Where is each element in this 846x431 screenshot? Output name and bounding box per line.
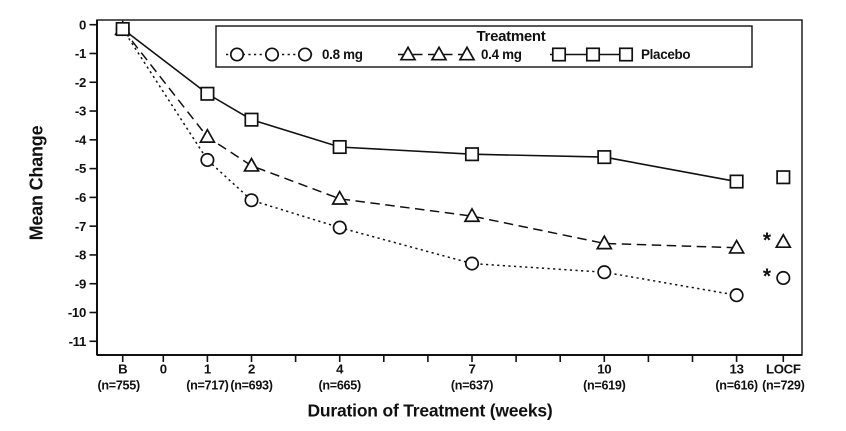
data-point-marker xyxy=(115,21,130,37)
legend-marker xyxy=(264,47,280,62)
y-tick-label: -8 xyxy=(75,248,86,263)
locf-marker xyxy=(776,170,791,185)
x-n-label: (n=693) xyxy=(230,379,272,393)
legend-title: Treatment xyxy=(477,28,546,45)
data-point-marker xyxy=(244,193,259,208)
data-point-marker xyxy=(729,174,744,189)
data-point-marker xyxy=(729,288,744,303)
y-tick-label: -7 xyxy=(75,219,86,234)
y-tick-label: -4 xyxy=(75,132,87,147)
x-tick-label: 4 xyxy=(336,362,344,377)
legend-entry-0.8-mg: 0.8 mg xyxy=(226,47,363,62)
legend-entry-label: Placebo xyxy=(641,47,690,62)
y-axis: 0 -1 -2 -3 -4 -5 -6 -7 -8 -9 -10 -11 xyxy=(68,17,97,349)
x-n-label: (n=616) xyxy=(715,379,757,393)
data-point-marker xyxy=(198,128,216,143)
significance-asterisk: * xyxy=(763,229,772,252)
y-tick-label: -11 xyxy=(69,334,86,349)
data-point-marker xyxy=(200,152,215,168)
x-tick-label: 1 xyxy=(204,362,211,377)
x-n-label: (n=729) xyxy=(762,379,804,393)
x-tick-label: 0 xyxy=(160,362,167,377)
significance-asterisk: * xyxy=(763,265,772,288)
legend-entry-label: 0.4 mg xyxy=(481,47,522,62)
legend-entry-0.4-mg: 0.4 mg xyxy=(398,45,522,62)
legend-entry-placebo: Placebo xyxy=(550,47,691,62)
locf-marker xyxy=(776,270,791,286)
plot-frame xyxy=(96,19,803,356)
data-point-marker xyxy=(332,139,347,155)
data-point-marker xyxy=(244,112,259,127)
data-point-marker xyxy=(728,238,746,254)
data-point-marker xyxy=(200,86,215,101)
data-point-marker xyxy=(243,156,260,172)
data-point-marker xyxy=(597,265,612,280)
x-tick-label: LOCF xyxy=(766,362,801,377)
y-tick-label: -10 xyxy=(68,305,86,320)
y-tick-label: -2 xyxy=(75,75,86,90)
x-tick-label: 2 xyxy=(248,362,255,377)
y-tick-label: -9 xyxy=(75,276,86,291)
x-tick-label: 13 xyxy=(730,362,744,377)
legend-marker xyxy=(399,45,417,61)
x-tick-label: B xyxy=(118,362,127,377)
x-axis: B 0 1 2 4 7 10 13 LOCF (n=755) (n=717) (n=693) (n=66… xyxy=(98,355,805,393)
data-point-marker xyxy=(331,189,349,205)
x-tick-label: 7 xyxy=(468,362,475,377)
data-point-marker xyxy=(464,147,480,162)
data-point-marker xyxy=(464,256,480,271)
legend-marker xyxy=(618,47,634,62)
legend-marker xyxy=(551,47,567,62)
legend-marker xyxy=(458,45,476,61)
x-axis-title: Duration of Treatment (weeks) xyxy=(307,400,553,421)
y-tick-label: 0 xyxy=(79,17,86,32)
x-n-label: (n=637) xyxy=(451,379,493,393)
y-tick-label: -5 xyxy=(75,161,86,176)
legend-entry-label: 0.8 mg xyxy=(322,47,363,62)
series-0.8-mg: * xyxy=(115,21,791,303)
legend-marker xyxy=(430,45,448,61)
x-n-label: (n=619) xyxy=(583,379,625,393)
x-n-label: (n=717) xyxy=(186,379,228,393)
data-point-marker xyxy=(595,234,613,250)
series-line xyxy=(122,28,737,296)
series-placebo xyxy=(115,21,791,189)
x-n-label: (n=665) xyxy=(319,379,361,393)
data-point-marker xyxy=(597,150,612,165)
x-tick-label: 10 xyxy=(597,362,611,377)
x-n-label: (n=755) xyxy=(98,379,140,393)
y-axis-title: Mean Change xyxy=(26,125,47,241)
legend-marker xyxy=(585,47,601,62)
legend-marker xyxy=(229,47,245,62)
y-tick-label: -1 xyxy=(75,46,86,61)
legend-marker xyxy=(297,47,313,62)
y-tick-label: -6 xyxy=(75,190,86,205)
legend: Treatment 0.8 mg 0.4 mg Placebo xyxy=(215,25,753,68)
locf-marker xyxy=(774,233,792,249)
data-point-marker xyxy=(463,207,481,223)
y-tick-label: -3 xyxy=(75,104,86,119)
data-point-marker xyxy=(332,220,347,235)
